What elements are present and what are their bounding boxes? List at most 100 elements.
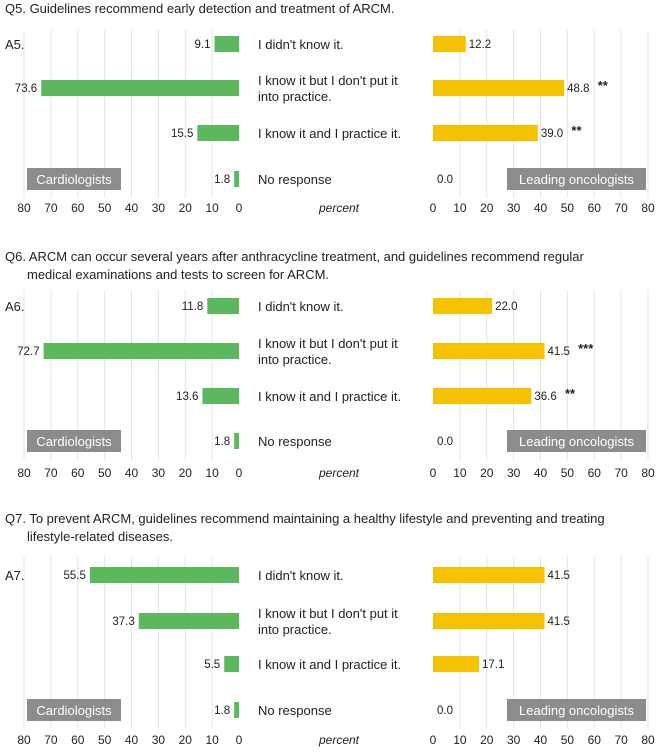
tick-label-right: 10 — [453, 733, 467, 747]
tick-label-right: 70 — [614, 733, 628, 747]
bar-cardiologists — [234, 433, 239, 449]
tick-label-left: 10 — [205, 201, 219, 215]
tick-label-right: 40 — [534, 201, 548, 215]
bar-cardiologists — [43, 343, 240, 359]
bar-oncologists — [433, 613, 545, 629]
data-label-cardiologists: 1.8 — [214, 705, 230, 717]
data-label-oncologists: 12.2 — [469, 39, 491, 51]
cardiologists-label-box — [27, 430, 121, 452]
tick-label-left: 10 — [205, 466, 219, 480]
data-label-oncologists: 41.5 — [548, 346, 570, 358]
tick-label-left: 40 — [125, 466, 139, 480]
bar-cardiologists — [234, 171, 239, 187]
tick-label-right: 70 — [614, 201, 628, 215]
category-label: No response — [258, 172, 332, 187]
data-label-cardiologists: 73.6 — [15, 83, 37, 95]
axis-label-percent: percent — [318, 466, 360, 480]
tick-label-right: 20 — [480, 201, 494, 215]
tick-label-right: 80 — [641, 466, 655, 480]
tick-label-right: 10 — [453, 201, 467, 215]
category-label: I know it but I don't put it — [258, 336, 398, 351]
bar-cardiologists — [138, 613, 239, 629]
oncologists-label: Leading oncologists — [519, 172, 634, 187]
bar-oncologists — [433, 36, 466, 52]
tick-label-right: 20 — [480, 466, 494, 480]
data-label-cardiologists: 1.8 — [214, 174, 230, 186]
axis-label-percent: percent — [318, 201, 360, 215]
tick-label-left: 70 — [44, 733, 58, 747]
bar-oncologists — [433, 567, 545, 583]
bar-oncologists — [433, 125, 538, 141]
cardiologists-label: Cardiologists — [36, 434, 112, 449]
tick-label-right: 60 — [588, 466, 602, 480]
chart-panel-6: Q6. ARCM can occur several years after a… — [5, 249, 655, 480]
data-label-cardiologists: 72.7 — [17, 346, 39, 358]
bar-oncologists — [433, 656, 479, 672]
bar-cardiologists — [197, 125, 239, 141]
data-label-cardiologists: 55.5 — [63, 570, 85, 582]
tick-label-left: 50 — [98, 733, 112, 747]
chart-panel-7: Q7. To prevent ARCM, guidelines recommen… — [5, 511, 655, 747]
tick-label-right: 50 — [561, 201, 575, 215]
tick-label-right: 0 — [430, 466, 437, 480]
tick-label-right: 0 — [430, 201, 437, 215]
data-label-oncologists: 36.6 — [534, 391, 556, 403]
tick-label-left: 80 — [17, 733, 31, 747]
tick-label-left: 40 — [125, 201, 139, 215]
bar-oncologists — [433, 343, 545, 359]
oncologists-label: Leading oncologists — [519, 434, 634, 449]
bar-cardiologists — [224, 656, 239, 672]
axis-label-percent: percent — [318, 733, 360, 747]
tick-label-left: 0 — [236, 201, 243, 215]
data-label-cardiologists: 15.5 — [171, 128, 193, 140]
tick-label-right: 30 — [507, 201, 521, 215]
tick-label-left: 70 — [44, 201, 58, 215]
data-label-oncologists: 17.1 — [482, 659, 504, 671]
bar-cardiologists — [234, 702, 239, 718]
category-label: I know it but I don't put it — [258, 73, 398, 88]
data-label-oncologists: 48.8 — [567, 83, 589, 95]
category-label: I know it and I practice it. — [258, 389, 401, 404]
bar-oncologists — [433, 80, 565, 96]
bar-cardiologists — [214, 36, 239, 52]
data-label-oncologists: 41.5 — [548, 570, 570, 582]
tick-label-right: 80 — [641, 201, 655, 215]
answer-label: A5. — [5, 37, 25, 52]
tick-label-left: 60 — [71, 201, 85, 215]
tick-label-right: 10 — [453, 466, 467, 480]
tick-label-left: 20 — [179, 201, 193, 215]
tick-label-left: 60 — [71, 466, 85, 480]
tick-label-right: 60 — [588, 733, 602, 747]
data-label-oncologists: 0.0 — [437, 436, 453, 448]
tick-label-left: 20 — [179, 733, 193, 747]
chart-title: Q6. ARCM can occur several years after a… — [5, 249, 584, 264]
tick-label-left: 30 — [152, 733, 166, 747]
chart-title: lifestyle-related diseases. — [27, 529, 173, 544]
tick-label-left: 80 — [17, 466, 31, 480]
category-label: into practice. — [258, 622, 332, 637]
category-label: I know it and I practice it. — [258, 657, 401, 672]
significance-marker: ** — [565, 386, 576, 401]
tick-label-right: 70 — [614, 466, 628, 480]
tick-label-left: 70 — [44, 466, 58, 480]
tick-label-left: 50 — [98, 201, 112, 215]
tick-label-right: 0 — [430, 733, 437, 747]
oncologists-label-box — [507, 430, 646, 452]
category-label: into practice. — [258, 89, 332, 104]
tick-label-left: 40 — [125, 733, 139, 747]
tick-label-right: 40 — [534, 466, 548, 480]
answer-label: A7. — [5, 568, 25, 583]
bar-cardiologists — [202, 388, 239, 404]
data-label-cardiologists: 9.1 — [195, 39, 211, 51]
tick-label-right: 80 — [641, 733, 655, 747]
tick-label-right: 30 — [507, 733, 521, 747]
tick-label-left: 0 — [236, 733, 243, 747]
significance-marker: ** — [571, 123, 582, 138]
category-label: I didn't know it. — [258, 568, 344, 583]
data-label-oncologists: 0.0 — [437, 174, 453, 186]
bar-cardiologists — [89, 567, 239, 583]
tick-label-left: 50 — [98, 466, 112, 480]
tick-label-left: 0 — [236, 466, 243, 480]
data-label-cardiologists: 11.8 — [182, 301, 204, 313]
cardiologists-label-box — [27, 699, 121, 721]
